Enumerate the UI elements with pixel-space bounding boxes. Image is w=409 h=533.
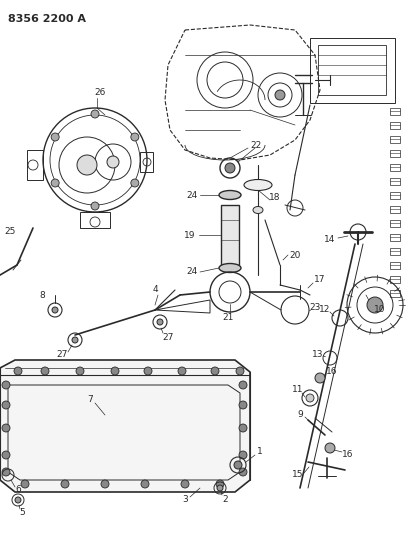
- Circle shape: [41, 367, 49, 375]
- Text: 24: 24: [186, 268, 197, 277]
- Bar: [389, 164, 399, 171]
- Circle shape: [236, 367, 243, 375]
- Text: 2: 2: [222, 496, 227, 505]
- Circle shape: [72, 337, 78, 343]
- Text: 5: 5: [19, 508, 25, 518]
- Bar: [309, 38, 394, 103]
- Circle shape: [274, 90, 284, 100]
- Text: 11: 11: [292, 385, 303, 394]
- Circle shape: [61, 480, 69, 488]
- Circle shape: [51, 179, 59, 187]
- Circle shape: [305, 394, 313, 402]
- Circle shape: [91, 110, 99, 118]
- Circle shape: [314, 373, 324, 383]
- Circle shape: [234, 461, 241, 469]
- Text: 24: 24: [186, 190, 197, 199]
- Text: 18: 18: [269, 193, 280, 203]
- Bar: [389, 248, 399, 255]
- Bar: [389, 206, 399, 213]
- Text: 22: 22: [250, 141, 261, 149]
- Text: 16: 16: [326, 367, 337, 376]
- Circle shape: [2, 451, 10, 459]
- Ellipse shape: [252, 206, 262, 214]
- Circle shape: [51, 133, 59, 141]
- Ellipse shape: [243, 180, 271, 190]
- Bar: [389, 136, 399, 143]
- Text: 3: 3: [182, 496, 187, 505]
- Circle shape: [91, 202, 99, 210]
- Circle shape: [77, 155, 97, 175]
- Bar: [389, 262, 399, 269]
- Circle shape: [238, 468, 246, 476]
- Circle shape: [216, 480, 223, 488]
- Bar: [389, 108, 399, 115]
- Text: 7: 7: [87, 395, 93, 405]
- Circle shape: [366, 297, 382, 313]
- Circle shape: [238, 424, 246, 432]
- Circle shape: [2, 468, 10, 476]
- Circle shape: [180, 480, 189, 488]
- Circle shape: [144, 367, 152, 375]
- Bar: [389, 178, 399, 185]
- Circle shape: [238, 451, 246, 459]
- Circle shape: [141, 480, 148, 488]
- Text: 25: 25: [4, 228, 16, 237]
- Text: 9: 9: [297, 410, 302, 419]
- Text: 8356 2200 A: 8356 2200 A: [8, 14, 86, 24]
- Text: 15: 15: [292, 471, 303, 480]
- Circle shape: [111, 367, 119, 375]
- Circle shape: [101, 480, 109, 488]
- Ellipse shape: [218, 263, 240, 272]
- Circle shape: [2, 381, 10, 389]
- Circle shape: [238, 401, 246, 409]
- Text: 8: 8: [39, 290, 45, 300]
- Text: 12: 12: [319, 305, 330, 314]
- Text: 21: 21: [222, 313, 233, 322]
- Bar: [389, 192, 399, 199]
- Text: 19: 19: [184, 230, 195, 239]
- Circle shape: [225, 163, 234, 173]
- Circle shape: [238, 381, 246, 389]
- Circle shape: [14, 367, 22, 375]
- Circle shape: [324, 443, 334, 453]
- Text: 26: 26: [94, 87, 106, 96]
- Bar: [389, 290, 399, 297]
- Circle shape: [107, 156, 119, 168]
- Circle shape: [21, 480, 29, 488]
- Circle shape: [2, 401, 10, 409]
- Circle shape: [157, 319, 163, 325]
- Circle shape: [211, 367, 218, 375]
- Circle shape: [216, 485, 222, 491]
- Text: 10: 10: [373, 305, 385, 314]
- Text: 14: 14: [324, 236, 335, 245]
- Circle shape: [2, 424, 10, 432]
- Text: 20: 20: [289, 251, 300, 260]
- Circle shape: [52, 307, 58, 313]
- Bar: [220, 205, 238, 265]
- Bar: [389, 150, 399, 157]
- Text: 13: 13: [312, 351, 323, 359]
- Text: 23: 23: [308, 303, 320, 312]
- Text: 1: 1: [256, 448, 262, 456]
- Circle shape: [130, 179, 139, 187]
- Circle shape: [130, 133, 139, 141]
- Text: 27: 27: [56, 351, 67, 359]
- Polygon shape: [0, 360, 249, 492]
- Text: 4: 4: [152, 286, 157, 295]
- Text: 27: 27: [162, 334, 173, 343]
- Text: 16: 16: [342, 450, 353, 459]
- Text: 6: 6: [15, 486, 21, 495]
- Bar: [389, 276, 399, 283]
- Bar: [317, 45, 385, 95]
- Circle shape: [76, 367, 84, 375]
- Bar: [389, 234, 399, 241]
- Circle shape: [15, 497, 21, 503]
- Text: 17: 17: [313, 276, 325, 285]
- Bar: [389, 220, 399, 227]
- Bar: [389, 122, 399, 129]
- Circle shape: [178, 367, 186, 375]
- Ellipse shape: [218, 190, 240, 199]
